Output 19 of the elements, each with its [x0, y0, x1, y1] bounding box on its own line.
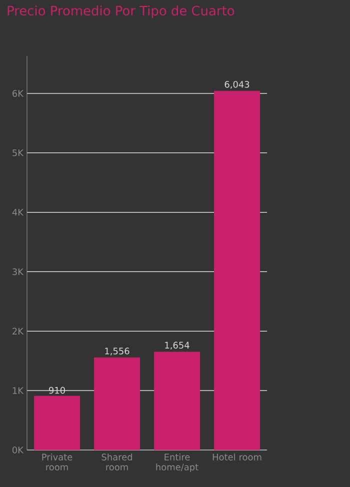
x-tick-label: Hotel room [212, 454, 262, 460]
data-label: 6,043 [224, 80, 250, 89]
x-tick-label: Shared room [102, 454, 132, 470]
bar [94, 358, 140, 450]
data-label: 1,556 [105, 348, 130, 356]
bar [214, 90, 260, 450]
y-tick-label: 3K [12, 268, 24, 276]
y-tick-label: 5K [12, 150, 24, 156]
x-tick-label: Entire home/apt [156, 454, 198, 472]
bar [154, 352, 200, 450]
y-tick-label: 0K [12, 446, 24, 454]
chart-title: Precio Promedio Por Tipo de Cuarto [8, 6, 234, 18]
bar [34, 396, 80, 450]
x-tick-label: Private room [42, 454, 72, 470]
y-tick-label: 6K [12, 90, 24, 97]
data-label: 1,654 [165, 342, 190, 350]
y-tick-label: 2K [12, 328, 24, 334]
y-tick-label: 4K [12, 209, 24, 216]
y-tick-label: 1K [12, 387, 24, 394]
